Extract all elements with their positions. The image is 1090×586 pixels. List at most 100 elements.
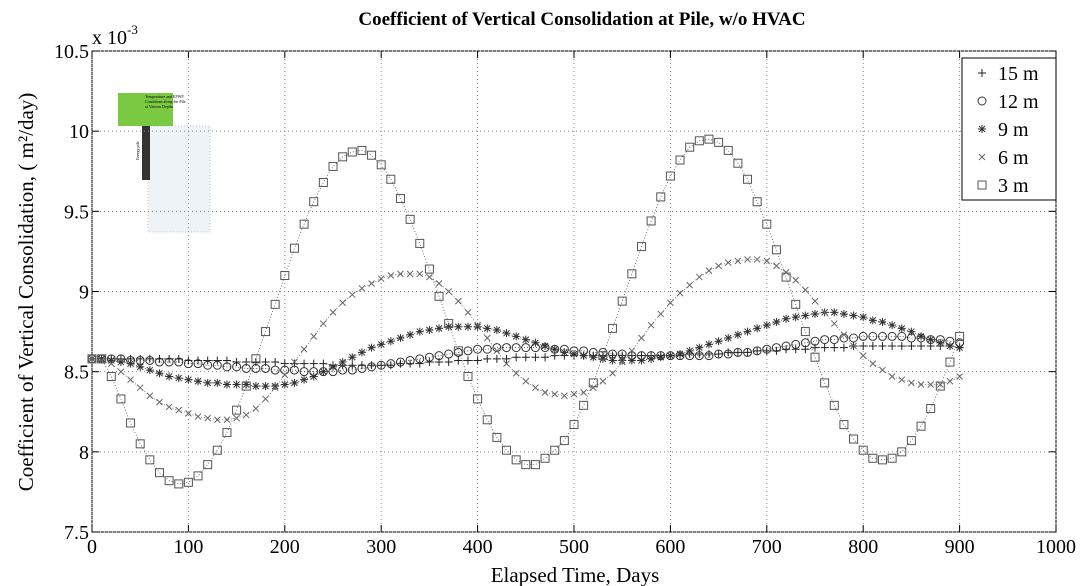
x-tick-label: 100 [173,536,203,558]
chart-title: Coefficient of Vertical Consolidation at… [358,9,805,30]
marker [723,145,733,155]
inset-text: Conditions along the Pile [145,99,186,104]
marker [879,366,886,374]
marker [415,238,425,248]
marker [849,311,858,320]
marker [126,418,136,428]
marker [791,313,800,322]
marker [935,381,945,391]
marker [733,158,743,168]
marker [511,455,521,465]
marker [753,256,761,263]
marker [714,337,723,346]
legend-marker [977,180,987,190]
marker [955,343,964,352]
legend: 15 m 12 m 9 m 6 m 3 m [961,57,1057,201]
marker [377,361,386,370]
marker [541,389,549,396]
marker [618,356,627,365]
marker [531,353,540,362]
marker [232,358,241,367]
marker [744,256,751,263]
marker [714,349,724,359]
marker [145,366,154,375]
marker [570,350,578,359]
marker [347,365,357,375]
marker [347,147,357,157]
marker [289,365,299,375]
marker [463,371,473,381]
marker [281,371,289,379]
marker [185,409,192,417]
marker [868,316,877,325]
marker [348,361,357,370]
marker [444,319,454,329]
marker [609,369,616,377]
marker [627,269,637,279]
marker [877,455,887,465]
marker [107,356,116,365]
marker [917,342,926,351]
marker [512,332,521,341]
legend-label: 12 m [998,91,1039,113]
marker [213,356,222,365]
marker [212,445,222,455]
marker [714,350,723,359]
marker [367,150,377,160]
marker [503,360,510,368]
marker [193,471,203,481]
marker [897,447,907,457]
marker [810,336,820,346]
marker [956,373,963,380]
marker [617,296,627,306]
marker [444,322,453,331]
legend-marker [978,153,986,161]
marker [878,317,887,326]
marker [540,453,550,463]
marker [194,413,202,420]
marker [897,331,907,341]
marker [830,343,839,352]
marker [685,142,695,152]
marker [802,286,809,294]
marker [637,356,646,365]
marker [107,360,115,368]
legend-marker [977,96,987,106]
marker [541,353,550,362]
marker [271,384,279,392]
x-axis-label: Elapsed Time, Days [491,563,660,586]
marker [656,353,665,362]
marker [618,358,626,366]
marker [792,276,800,284]
marker [512,369,520,377]
markers [87,134,965,489]
marker [810,352,820,362]
marker [887,453,897,463]
marker [762,321,771,330]
marker [743,347,753,357]
marker [376,160,386,170]
marker [771,343,781,353]
legend-label: 6 m [998,147,1029,169]
x-tick-label: 600 [655,536,685,558]
marker [531,338,540,347]
marker [850,342,857,350]
marker [463,356,472,365]
marker [473,394,483,404]
marker [164,357,174,367]
marker [396,333,405,342]
marker [136,362,145,371]
marker [376,360,386,370]
marker [309,372,318,381]
inset-pile-label: Energy pile [135,141,140,160]
marker [868,331,878,341]
marker [300,375,309,384]
marker [299,367,309,377]
marker [454,322,463,331]
marker [386,174,396,184]
marker [685,346,694,355]
marker [203,356,212,365]
y-multiplier: x 10-3 [92,22,138,49]
